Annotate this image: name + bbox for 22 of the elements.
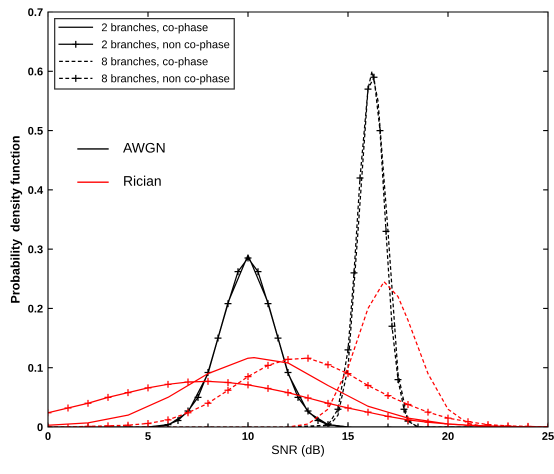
x-tick-label: 25 (542, 432, 554, 440)
x-tick-label: 20 (442, 432, 454, 440)
y-axis-title: Probability density function (10, 136, 22, 303)
legend-label: 2 branches, co-phase (102, 23, 208, 34)
legend-label: 8 branches, co-phase (102, 57, 208, 68)
x-tick-label: 0 (45, 432, 51, 440)
y-tick-label: 0 (37, 423, 43, 432)
y-tick-label: 0.1 (28, 364, 43, 372)
annotation: AWGN (123, 142, 165, 153)
x-tick-label: 10 (242, 432, 254, 440)
x-axis-title: SNR (dB) (272, 444, 324, 457)
legend-label: 2 branches, non co-phase (102, 40, 230, 50)
annotation: Rician (124, 176, 161, 186)
x-tick-label: 15 (342, 432, 354, 440)
legend-label: 8 branches, non co-phase (102, 74, 230, 85)
y-tick-label: 0.7 (28, 8, 43, 16)
y-tick-label: 0.4 (28, 186, 44, 194)
x-tick-label: 5 (145, 432, 151, 440)
y-tick-label: 0.6 (28, 68, 43, 76)
y-tick-label: 0.2 (28, 304, 43, 313)
y-tick-label: 0.3 (28, 245, 43, 254)
y-tick-label: 0.5 (28, 126, 43, 135)
